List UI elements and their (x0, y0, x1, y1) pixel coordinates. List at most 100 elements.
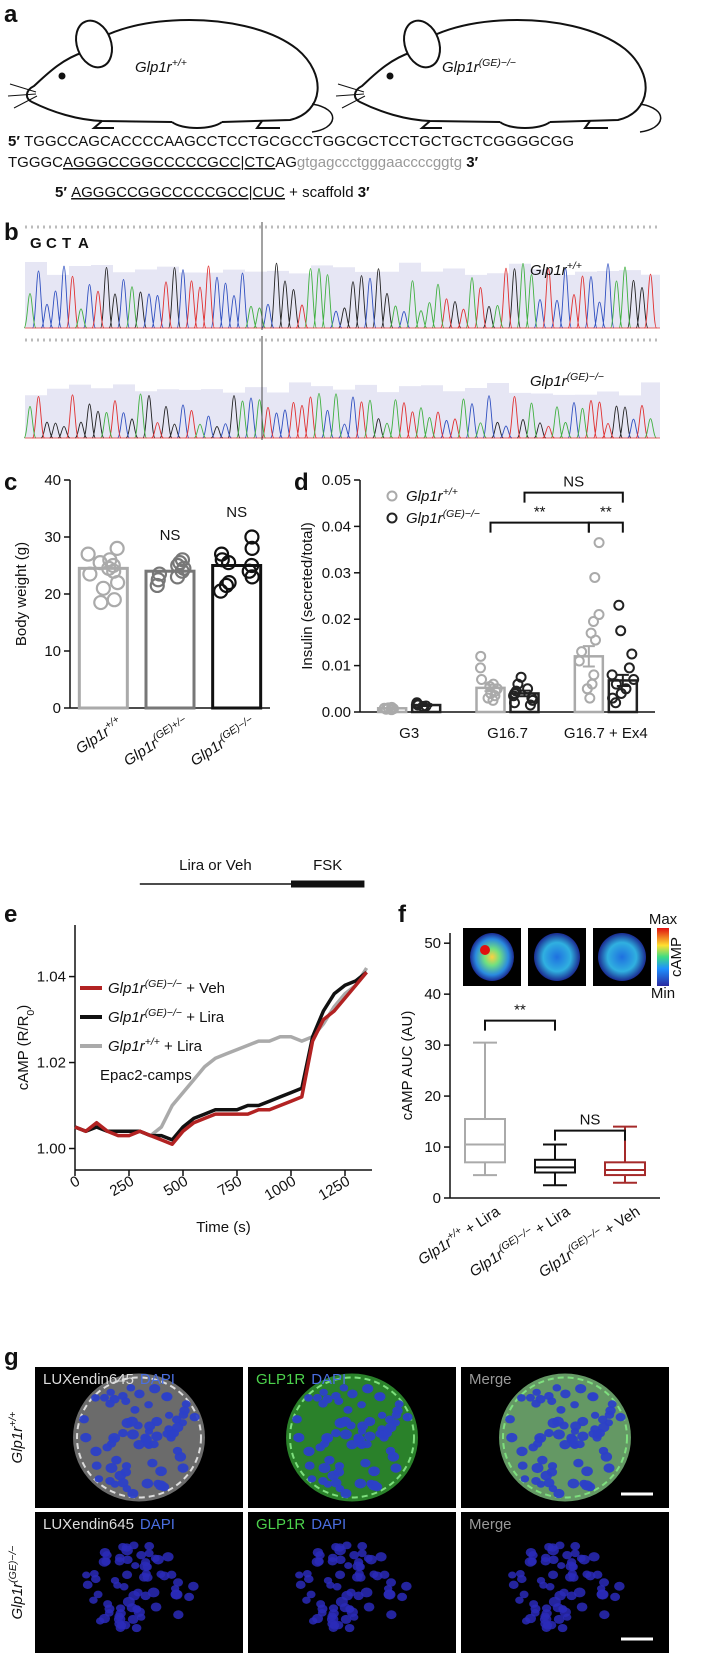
nucleus (178, 1410, 189, 1419)
nucleus (91, 1394, 100, 1402)
panel-label: g (4, 1344, 19, 1371)
nucleus (172, 1422, 184, 1433)
channel-label: Merge (469, 1371, 512, 1388)
nucleus (158, 1482, 170, 1492)
x-tick-label: G16.7 + Ex4 (564, 725, 648, 742)
inset-hotspot (480, 945, 490, 955)
row-label: Glp1r(GE)−/− (7, 1545, 26, 1619)
mouse-ear (403, 19, 441, 69)
label-part: + Lira (160, 1038, 203, 1055)
data-point (244, 529, 260, 545)
nucleus (527, 1557, 537, 1566)
significance-bracket (554, 1129, 626, 1141)
nucleus (105, 1462, 118, 1474)
label-part: (GE)−/− (145, 978, 182, 990)
nucleus (401, 1581, 412, 1591)
nucleus (164, 1411, 174, 1419)
colorbar-label: Max (649, 911, 678, 928)
nucleus (610, 1592, 621, 1602)
nucleus (531, 1462, 544, 1474)
channel-name: DAPI (140, 1516, 175, 1533)
nucleus (315, 1443, 325, 1452)
error-bar (616, 673, 629, 688)
nucleus (321, 1433, 334, 1444)
nucleus (162, 1429, 172, 1438)
nucleus (362, 1440, 372, 1449)
label-part: ) (15, 1005, 32, 1010)
nucleus (553, 1488, 565, 1499)
nucleus (360, 1587, 373, 1598)
data-point (628, 674, 640, 686)
nucleus (130, 1406, 140, 1414)
nucleus (575, 1440, 585, 1449)
micrograph (35, 1512, 243, 1653)
label-part: (GE)−/− (443, 508, 480, 520)
label-part: +/+ (443, 486, 458, 498)
sequence-segment: gtgagccctgggaaccccggtg (297, 154, 462, 171)
nucleus (342, 1541, 352, 1550)
nucleus (570, 1401, 579, 1409)
nucleus (506, 1432, 518, 1443)
y-tick-label: 30 (424, 1037, 441, 1054)
nucleus (565, 1561, 577, 1572)
box (534, 1158, 576, 1174)
channel-label: Merge (469, 1516, 512, 1533)
nucleus (402, 1412, 413, 1422)
nucleus (144, 1541, 155, 1551)
channel-name: LUXendin645 (43, 1516, 134, 1533)
nucleus (89, 1596, 98, 1604)
chromatogram-trace (100, 262, 649, 329)
data-point (512, 678, 524, 690)
chromatogram-trace (23, 262, 632, 329)
nucleus (328, 1609, 339, 1618)
data-point (524, 699, 536, 711)
nucleus (566, 1591, 577, 1601)
nucleus (515, 1596, 524, 1604)
nucleus (354, 1569, 364, 1578)
label-part: +/+ (7, 1412, 19, 1427)
data-point (474, 662, 486, 674)
nucleus (126, 1416, 138, 1427)
sequence-segment: + scaffold (285, 184, 358, 201)
nucleus (570, 1541, 581, 1551)
data-point (606, 669, 618, 681)
mouse-whiskers (335, 83, 366, 109)
nucleus (339, 1416, 351, 1427)
data-point (82, 566, 98, 582)
data-point (610, 697, 622, 709)
sequence-line: 5′ TGGCCAGCACCCCAAGCCTCCTGCGCCTGGCGCTCCT… (8, 133, 574, 150)
box (604, 1161, 646, 1177)
nucleus (599, 1610, 610, 1620)
chromatogram-trace (32, 394, 649, 439)
data-point (589, 634, 601, 646)
nucleus (91, 1461, 102, 1470)
nucleus (131, 1562, 140, 1570)
nucleus (82, 1580, 93, 1589)
base-letter: T (62, 235, 71, 252)
nucleus (375, 1429, 385, 1438)
nucleus (570, 1421, 582, 1431)
genotype-label: Glp1r(GE)−/− (530, 371, 604, 390)
nucleus (318, 1462, 331, 1474)
nucleus (349, 1551, 360, 1560)
significance-label: ** (600, 504, 612, 521)
nucleus (128, 1590, 140, 1601)
nucleus (152, 1554, 164, 1565)
label-part: Glp1r (406, 510, 444, 527)
nucleus (344, 1623, 355, 1633)
nucleus (121, 1397, 131, 1405)
data-point (593, 537, 605, 549)
data-point (109, 574, 126, 591)
nucleus (307, 1475, 317, 1483)
channel-label: LUXendin645 DAPI (43, 1371, 175, 1388)
nucleus (554, 1590, 566, 1601)
y-tick-label: 50 (424, 935, 441, 952)
label-part: +/+ (172, 57, 187, 69)
data-point (244, 540, 260, 557)
nucleus (536, 1576, 546, 1585)
nucleus (134, 1389, 145, 1399)
nucleus (607, 1400, 617, 1408)
nucleus (99, 1613, 111, 1624)
genotype-label: Glp1r(GE)−/− (442, 57, 516, 76)
label-part: 0 (25, 1010, 37, 1016)
